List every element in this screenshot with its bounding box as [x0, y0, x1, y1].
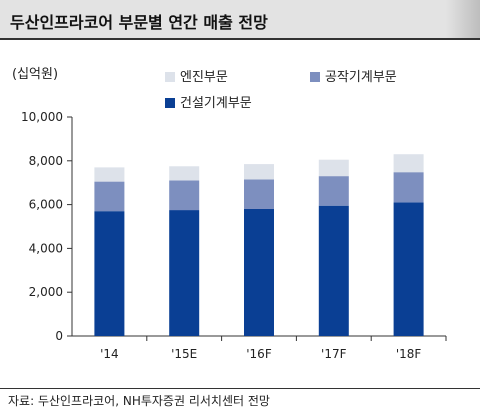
- x-tick-label: '16F: [246, 347, 272, 361]
- bar-segment-engine: [94, 167, 125, 182]
- legend-swatch-engine: [165, 72, 175, 82]
- source-rule: [0, 388, 480, 389]
- bar-segment-construction: [94, 211, 125, 336]
- stacked-bar-chart: (십억원) 0 2,000 4,000 6,000 8,000 10,000 '14 '15E…: [12, 67, 447, 361]
- bar-segment-machine-tools: [318, 176, 349, 206]
- y-tick-label: 0: [55, 329, 63, 343]
- legend-label-construction: 건설기계부문: [180, 96, 252, 111]
- unit-label: (십억원): [12, 67, 58, 82]
- x-tick-label: '17F: [321, 347, 347, 361]
- y-tick-label: 6,000: [29, 198, 63, 212]
- bar-segment-machine-tools: [94, 181, 125, 212]
- bar-segment-construction: [393, 202, 424, 336]
- page-title: 두산인프라코어 부문별 연간 매출 전망: [10, 13, 268, 32]
- x-tick-label: '14: [100, 347, 119, 361]
- bar-segment-construction: [318, 205, 349, 336]
- bar-segment-engine: [169, 166, 200, 181]
- legend-item-engine: 엔진부문: [165, 66, 228, 85]
- legend-label-engine: 엔진부문: [180, 70, 228, 85]
- legend-swatch-machine-tools: [310, 72, 320, 82]
- y-tick-label: 2,000: [29, 285, 63, 299]
- bar-segment-engine: [318, 159, 349, 177]
- legend-label-machine-tools: 공작기계부문: [325, 70, 397, 85]
- x-tick-label: '18F: [396, 347, 422, 361]
- bar-segment-machine-tools: [169, 180, 200, 211]
- y-tick-label: 4,000: [29, 241, 63, 255]
- bar-segment-machine-tools: [244, 179, 274, 209]
- plot-area: 0 2,000 4,000 6,000 8,000 10,000 '14 '15E '16F '1…: [21, 110, 447, 361]
- legend-item-construction: 건설기계부문: [165, 92, 252, 111]
- bar-segment-engine: [244, 164, 274, 180]
- y-tick-label: 8,000: [29, 154, 63, 168]
- source-note: 자료: 두산인프라코어, NH투자증권 리서치센터 전망: [8, 394, 270, 408]
- bar-segment-construction: [169, 210, 200, 336]
- legend-swatch-construction: [165, 98, 175, 108]
- y-tick-label: 10,000: [21, 110, 63, 124]
- bar-segment-machine-tools: [393, 172, 424, 203]
- title-shade: [446, 0, 480, 38]
- legend-item-machine-tools: 공작기계부문: [310, 66, 397, 85]
- x-tick-label: '15E: [171, 347, 197, 361]
- title-bar: 두산인프라코어 부문별 연간 매출 전망: [0, 0, 480, 40]
- bar-segment-engine: [393, 154, 424, 173]
- bar-segment-construction: [244, 208, 274, 336]
